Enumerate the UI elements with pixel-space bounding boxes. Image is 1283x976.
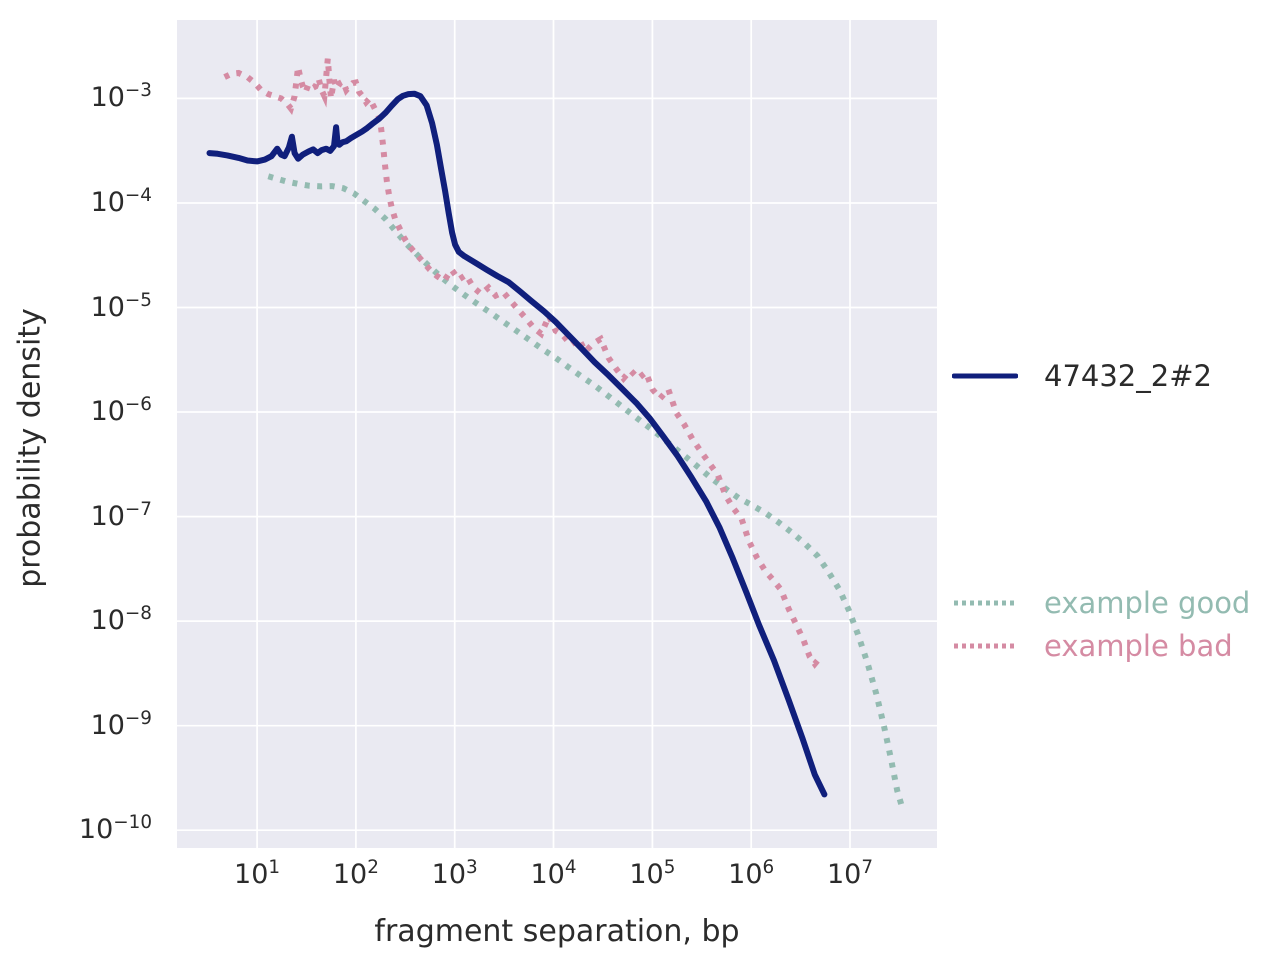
y-tick-label: 10−4 bbox=[90, 184, 152, 218]
y-tick-label: 10−7 bbox=[90, 498, 152, 532]
y-tick-label: 10−9 bbox=[90, 707, 152, 741]
y-tick-label: 10−3 bbox=[90, 80, 152, 114]
legend-label-example-bad: example bad bbox=[1044, 629, 1233, 663]
plot-area bbox=[177, 20, 937, 848]
x-tick-label: 106 bbox=[728, 857, 775, 890]
chart-canvas bbox=[177, 20, 937, 848]
series-line-example good bbox=[267, 173, 906, 810]
y-tick-label: 10−5 bbox=[90, 289, 152, 323]
x-tick-label: 107 bbox=[826, 857, 874, 890]
y-tick-label: 10−10 bbox=[78, 811, 152, 845]
x-tick-label: 103 bbox=[431, 857, 478, 890]
x-tick-label: 104 bbox=[530, 857, 577, 890]
series-line-example bad bbox=[223, 58, 822, 669]
legend-item-example-good: example good bbox=[952, 586, 1250, 620]
series-line-47432_2#2 bbox=[206, 90, 828, 798]
legend-label-sample: 47432_2#2 bbox=[1044, 359, 1212, 393]
x-axis-label: fragment separation, bp bbox=[374, 914, 740, 949]
x-tick-label: 102 bbox=[332, 857, 379, 890]
legend-item-example-bad: example bad bbox=[952, 629, 1233, 663]
legend-line-dotted-icon bbox=[954, 600, 1016, 606]
y-tick-label: 10−6 bbox=[90, 393, 152, 427]
legend-item-sample: 47432_2#2 bbox=[952, 359, 1212, 393]
x-tick-label: 105 bbox=[629, 857, 676, 890]
legend-line-solid-icon bbox=[952, 373, 1018, 379]
legend-label-example-good: example good bbox=[1044, 586, 1251, 620]
y-axis-label: probability density bbox=[12, 308, 48, 588]
legend-line-dotted-icon bbox=[954, 643, 1016, 649]
y-tick-label: 10−8 bbox=[90, 602, 152, 636]
x-tick-label: 101 bbox=[234, 857, 281, 890]
